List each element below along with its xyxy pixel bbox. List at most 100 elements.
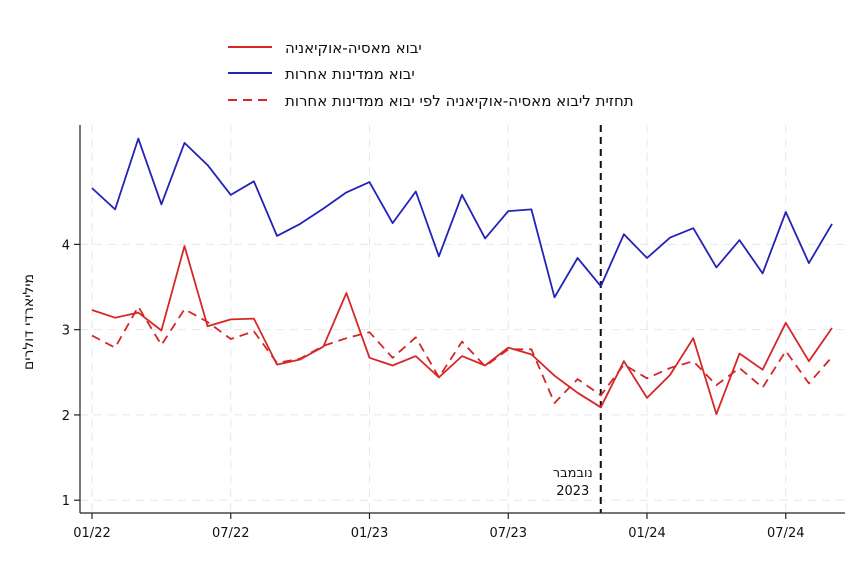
series-3-point: [368, 331, 370, 333]
series-1-point: [345, 292, 347, 294]
series-3-point: [785, 350, 787, 352]
series-3-point: [646, 377, 648, 379]
series-3-point: [137, 305, 139, 307]
series-2-point: [785, 211, 787, 213]
series-1-point: [461, 355, 463, 357]
annotation-layer: נובמבר 2023: [553, 125, 602, 513]
series-1-point: [415, 355, 417, 357]
series-line-3: [91, 305, 833, 404]
marker-annotation-text: 2023: [556, 484, 589, 499]
series-1-point: [114, 317, 116, 319]
series-2-point: [715, 266, 717, 268]
series-2-point: [623, 233, 625, 235]
series-2-point: [322, 207, 324, 209]
x-tick-label: 01/23: [351, 526, 388, 541]
series-3-point: [692, 360, 694, 362]
series-3-point: [600, 394, 602, 396]
series-3-point: [808, 382, 810, 384]
series-3-point: [160, 344, 162, 346]
series-1-point: [738, 352, 740, 354]
series-1-point: [530, 353, 532, 355]
series-1-point: [692, 337, 694, 339]
series-2-point: [553, 296, 555, 298]
series-2-point: [576, 257, 578, 259]
series-1-point: [183, 245, 185, 247]
series-3-point: [530, 348, 532, 350]
series-1-point: [623, 360, 625, 362]
series-2-point: [507, 210, 509, 212]
x-tick-label: 07/24: [767, 526, 804, 541]
series-3-point: [461, 340, 463, 342]
series-1-point: [391, 364, 393, 366]
series-3-point: [322, 345, 324, 347]
series-3-point: [484, 365, 486, 367]
legend: יבוא מאסיה-אוקיאניה יבוא ממדינות אחרות תחז…: [228, 39, 634, 110]
series-2-point: [669, 236, 671, 238]
series-3-point: [715, 384, 717, 386]
series-2-point: [253, 180, 255, 182]
series-2-point: [91, 187, 93, 189]
series-3-point: [831, 356, 833, 358]
axes: 1 2 3 4 01/22 07/22 01/23 07/23 01/24 07/24: [62, 125, 845, 541]
series-2-point: [808, 262, 810, 264]
series-3-point: [299, 357, 301, 359]
series-3-point: [91, 334, 93, 336]
series-2-point: [114, 208, 116, 210]
series-1-point: [831, 327, 833, 329]
series-1-point: [160, 329, 162, 331]
legend-label-1: יבוא מאסיה-אוקיאניה: [285, 39, 422, 57]
series-1-point: [253, 317, 255, 319]
series-3-point: [114, 346, 116, 348]
series-3-point: [345, 337, 347, 339]
x-tick-label: 07/23: [490, 526, 527, 541]
series-1-point: [137, 311, 139, 313]
marker-annotation-text: נובמבר: [553, 466, 593, 481]
series-3-point: [230, 338, 232, 340]
series-2-point: [761, 272, 763, 274]
x-tick-label: 07/22: [212, 526, 249, 541]
series-3-point: [276, 362, 278, 364]
series-3-point: [623, 363, 625, 365]
y-tick-label: 2: [62, 409, 70, 424]
y-tick-label: 4: [62, 238, 70, 253]
series-1-point: [576, 392, 578, 394]
series-line-1: [91, 245, 833, 415]
series-1-point: [600, 406, 602, 408]
series-2-point: [530, 208, 532, 210]
series-2-point: [368, 181, 370, 183]
y-axis-label: מיליארדי דולרים: [21, 274, 37, 370]
y-tick-label: 1: [62, 494, 70, 509]
x-tick-label: 01/22: [73, 526, 110, 541]
series-1-point: [761, 369, 763, 371]
legend-label-3: תחזית ליבוא מאסיה-אוקיאניה לפי יבוא ממדי…: [285, 92, 634, 110]
series-2-point: [183, 142, 185, 144]
series-1-point: [206, 325, 208, 327]
series-2-point: [438, 255, 440, 257]
series-2-point: [646, 257, 648, 259]
series-2-point: [137, 137, 139, 139]
series-1-point: [785, 322, 787, 324]
series-2-point: [692, 227, 694, 229]
series-3-point: [553, 402, 555, 404]
series-1-point: [91, 309, 93, 311]
y-tick-label: 3: [62, 324, 70, 339]
series-2-point: [299, 223, 301, 225]
series-2-point: [206, 164, 208, 166]
grid-layer: [80, 125, 845, 513]
series-3-point: [183, 308, 185, 310]
series-3-point: [438, 376, 440, 378]
series-1-point: [646, 397, 648, 399]
series-3-point: [253, 330, 255, 332]
series-2-point: [831, 223, 833, 225]
series-2-point: [160, 203, 162, 205]
series-3-point: [507, 348, 509, 350]
series-2-point: [345, 191, 347, 193]
series-2-point: [230, 194, 232, 196]
series-layer: [91, 137, 833, 415]
series-1-point: [368, 357, 370, 359]
series-2-point: [738, 239, 740, 241]
x-tick-label: 01/24: [628, 526, 665, 541]
series-2-point: [276, 235, 278, 237]
series-1-point: [669, 374, 671, 376]
